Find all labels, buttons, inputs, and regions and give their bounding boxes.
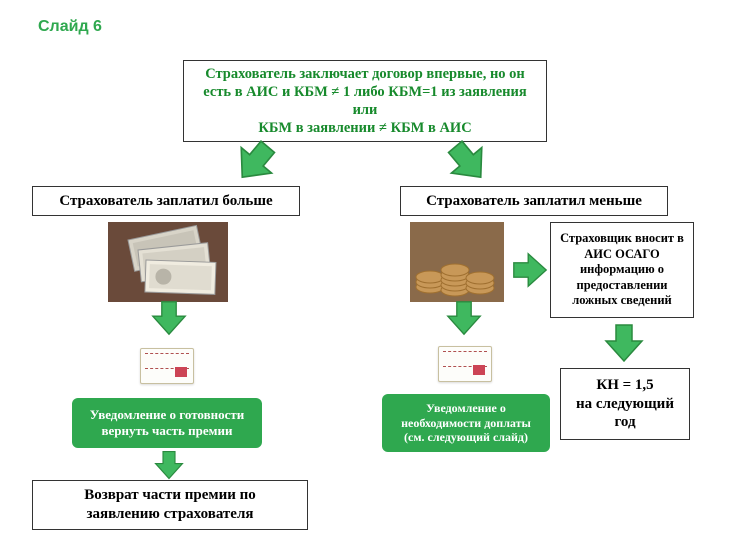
top-line2: есть в АИС и КБМ ≠ 1 либо КБМ=1 из заявл… bbox=[203, 83, 526, 101]
ais-l4: предоставлении bbox=[577, 278, 668, 294]
notice-right-l3: (см. следующий слайд) bbox=[404, 430, 528, 444]
ais-l3: информацию о bbox=[580, 262, 664, 278]
coins-image bbox=[410, 222, 504, 302]
notice-right-l2: необходимости доплаты bbox=[401, 416, 531, 430]
arrow-down-left-1 bbox=[149, 300, 189, 336]
top-condition-box: Страхователь заключает договор впервые, … bbox=[183, 60, 547, 142]
ais-l5: ложных сведений bbox=[572, 293, 672, 309]
notice-left-l2: вернуть часть премии bbox=[102, 423, 233, 439]
arrow-down-right bbox=[444, 300, 484, 336]
kn-l2: на следующий bbox=[576, 395, 674, 414]
arrow-to-ais bbox=[512, 250, 548, 290]
notice-return-ready: Уведомление о готовности вернуть часть п… bbox=[72, 398, 262, 448]
slide-number: Слайд 6 bbox=[38, 18, 102, 36]
ais-l1: Страховщик вносит в bbox=[560, 231, 684, 247]
return-premium-box: Возврат части премии по заявлению страхо… bbox=[32, 480, 308, 530]
return-l1: Возврат части премии по bbox=[84, 486, 256, 505]
ais-l2: АИС ОСАГО bbox=[584, 247, 660, 263]
notice-left-l1: Уведомление о готовности bbox=[90, 407, 245, 423]
kn-l3: год bbox=[614, 413, 635, 432]
envelope-left-icon bbox=[140, 348, 194, 384]
arrow-to-kn bbox=[604, 322, 644, 364]
notice-right-l1: Уведомление о bbox=[426, 401, 506, 415]
return-l2: заявлению страхователя bbox=[87, 505, 254, 524]
kn-l1: КН = 1,5 bbox=[596, 376, 653, 395]
top-line1: Страхователь заключает договор впервые, … bbox=[205, 65, 525, 83]
paid-less-box: Страхователь заплатил меньше bbox=[400, 186, 668, 216]
top-line3: или bbox=[353, 101, 378, 119]
envelope-right-icon bbox=[438, 346, 492, 382]
kn-box: КН = 1,5 на следующий год bbox=[560, 368, 690, 440]
top-line4: КБМ в заявлении ≠ КБМ в АИС bbox=[258, 119, 471, 137]
notice-need-payment: Уведомление о необходимости доплаты (см.… bbox=[382, 394, 550, 452]
banknotes-image bbox=[108, 222, 228, 302]
arrow-down-left-2 bbox=[151, 450, 187, 480]
ais-info-box: Страховщик вносит в АИС ОСАГО информацию… bbox=[550, 222, 694, 318]
